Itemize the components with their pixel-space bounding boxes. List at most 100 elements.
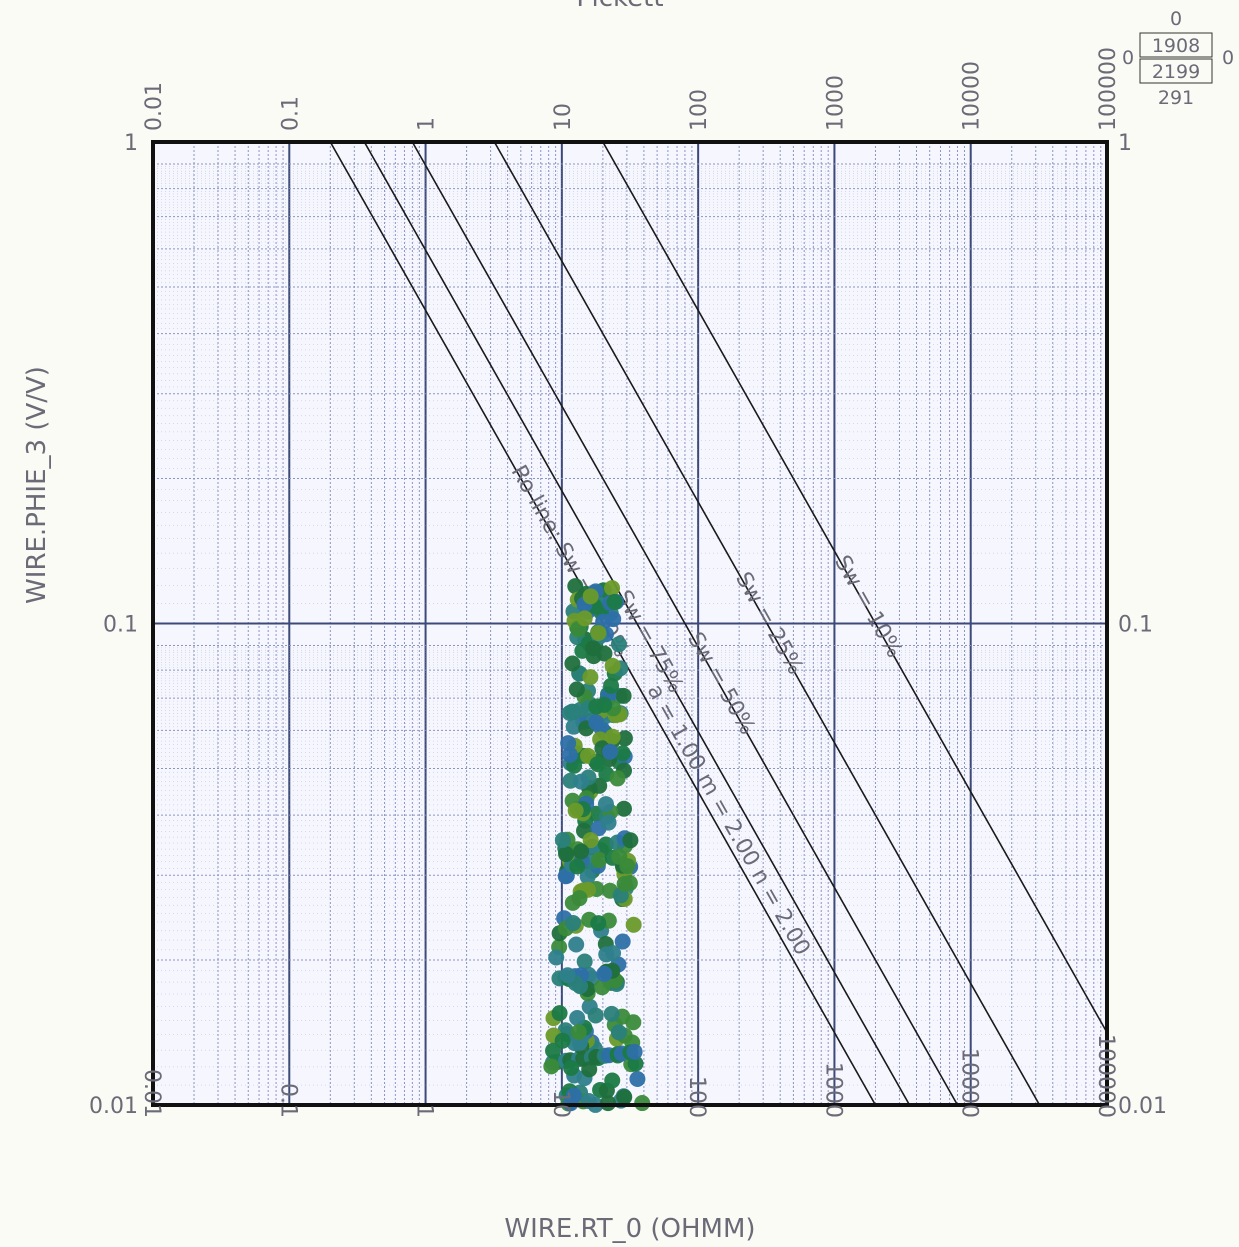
data-point xyxy=(629,1070,646,1087)
data-point xyxy=(579,868,596,885)
y-tick-label-left: 0.1 xyxy=(103,613,138,638)
frame-border xyxy=(151,140,1109,1107)
data-point xyxy=(604,728,621,745)
data-point xyxy=(598,946,615,963)
data-point xyxy=(557,868,574,885)
data-point xyxy=(614,745,631,762)
data-point xyxy=(554,1032,571,1049)
data-point xyxy=(565,915,582,932)
data-point xyxy=(604,657,621,674)
x-tick-label-top: 100 xyxy=(687,89,712,131)
x-tick-label-bottom: 1 xyxy=(412,1104,437,1118)
data-point xyxy=(568,681,585,698)
x-tick-label-top: 100000 xyxy=(1096,47,1121,131)
sw-line xyxy=(602,141,1108,1033)
data-point xyxy=(576,610,593,627)
x-tick-label-top: 10 xyxy=(551,103,576,131)
x-tick-label-top: 0.01 xyxy=(142,82,167,131)
data-point xyxy=(567,802,584,819)
data-point xyxy=(615,687,632,704)
sw-line xyxy=(363,141,911,1106)
y-tick-label-left: 0.01 xyxy=(89,1094,138,1119)
data-point xyxy=(602,743,619,760)
data-point xyxy=(573,843,590,860)
data-point xyxy=(565,1087,582,1104)
x-tick-label-bottom: 10 xyxy=(548,1090,573,1118)
data-point xyxy=(576,953,593,970)
plot-frame xyxy=(151,140,1109,1107)
data-point xyxy=(548,949,565,966)
data-point xyxy=(569,858,586,875)
data-point xyxy=(615,800,632,817)
data-point xyxy=(606,593,623,610)
stats-box: 0 1908 2199 291 0 0 xyxy=(1122,8,1234,109)
x-tick-label-top: 1000 xyxy=(823,75,848,131)
data-point xyxy=(590,915,607,932)
data-point xyxy=(565,704,582,721)
data-point xyxy=(570,1024,587,1041)
x-tick-label-bottom: 0.1 xyxy=(275,1083,300,1118)
data-point xyxy=(581,1061,598,1078)
data-point xyxy=(582,832,599,849)
stats-box-upper xyxy=(1139,32,1213,58)
data-point xyxy=(614,933,631,950)
data-point xyxy=(621,875,638,892)
data-point xyxy=(587,1007,604,1024)
data-point xyxy=(616,730,633,747)
data-point xyxy=(582,669,599,686)
data-point xyxy=(596,696,613,713)
stats-top: 0 xyxy=(1170,8,1182,30)
stats-bottom: 291 xyxy=(1158,87,1194,109)
data-point xyxy=(622,832,639,849)
data-point xyxy=(597,796,614,813)
x-tick-label-top: 10000 xyxy=(960,61,985,131)
data-point xyxy=(560,735,577,752)
data-point xyxy=(565,718,582,735)
data-point xyxy=(585,640,602,657)
data-point xyxy=(616,1089,633,1106)
x-tick-label-bottom: 100000 xyxy=(1093,1034,1118,1118)
data-point xyxy=(564,655,581,672)
data-point xyxy=(596,965,613,982)
data-point xyxy=(603,677,620,694)
stats-upper: 1908 xyxy=(1152,35,1200,57)
data-point xyxy=(594,979,611,996)
data-point xyxy=(625,916,642,933)
data-point xyxy=(600,814,617,831)
x-tick-label-top: 1 xyxy=(415,117,440,131)
data-point xyxy=(558,846,575,863)
stats-box-lower xyxy=(1139,58,1213,84)
data-point xyxy=(563,1060,580,1077)
stats-lower: 2199 xyxy=(1152,61,1200,83)
x-tick-label-bottom: 1000 xyxy=(820,1062,845,1118)
data-point xyxy=(590,624,607,641)
x-axis-title: WIRE.RT_0 (OHMM) xyxy=(504,1214,755,1244)
data-point xyxy=(605,611,622,628)
x-tick-label-bottom: 0.01 xyxy=(139,1069,164,1118)
data-point xyxy=(610,636,627,653)
data-points xyxy=(543,578,651,1113)
data-point xyxy=(589,756,606,773)
x-tick-label-top: 0.1 xyxy=(278,96,303,131)
stats-left: 0 xyxy=(1122,47,1134,69)
x-tick-label-bottom: 10000 xyxy=(957,1048,982,1118)
data-point xyxy=(571,890,588,907)
data-point xyxy=(603,1005,620,1022)
data-point xyxy=(543,1058,560,1075)
data-point xyxy=(604,1072,621,1089)
data-point xyxy=(582,588,599,605)
data-point xyxy=(604,580,621,597)
data-point xyxy=(559,967,576,984)
sw-line xyxy=(493,141,1041,1106)
y-axis-title: WIRE.PHIE_3 (V/V) xyxy=(22,366,52,604)
tick-labels: 0.010.010.10.111101010010010001000100001… xyxy=(89,47,1167,1119)
y-tick-label-left: 1 xyxy=(124,131,138,156)
y-tick-label-right: 0.01 xyxy=(1118,1094,1167,1119)
data-point xyxy=(545,1042,562,1059)
data-point xyxy=(591,777,608,794)
x-tick-label-bottom: 100 xyxy=(684,1076,709,1118)
stats-right: 0 xyxy=(1222,47,1234,69)
data-point xyxy=(568,936,585,953)
data-point xyxy=(588,714,605,731)
